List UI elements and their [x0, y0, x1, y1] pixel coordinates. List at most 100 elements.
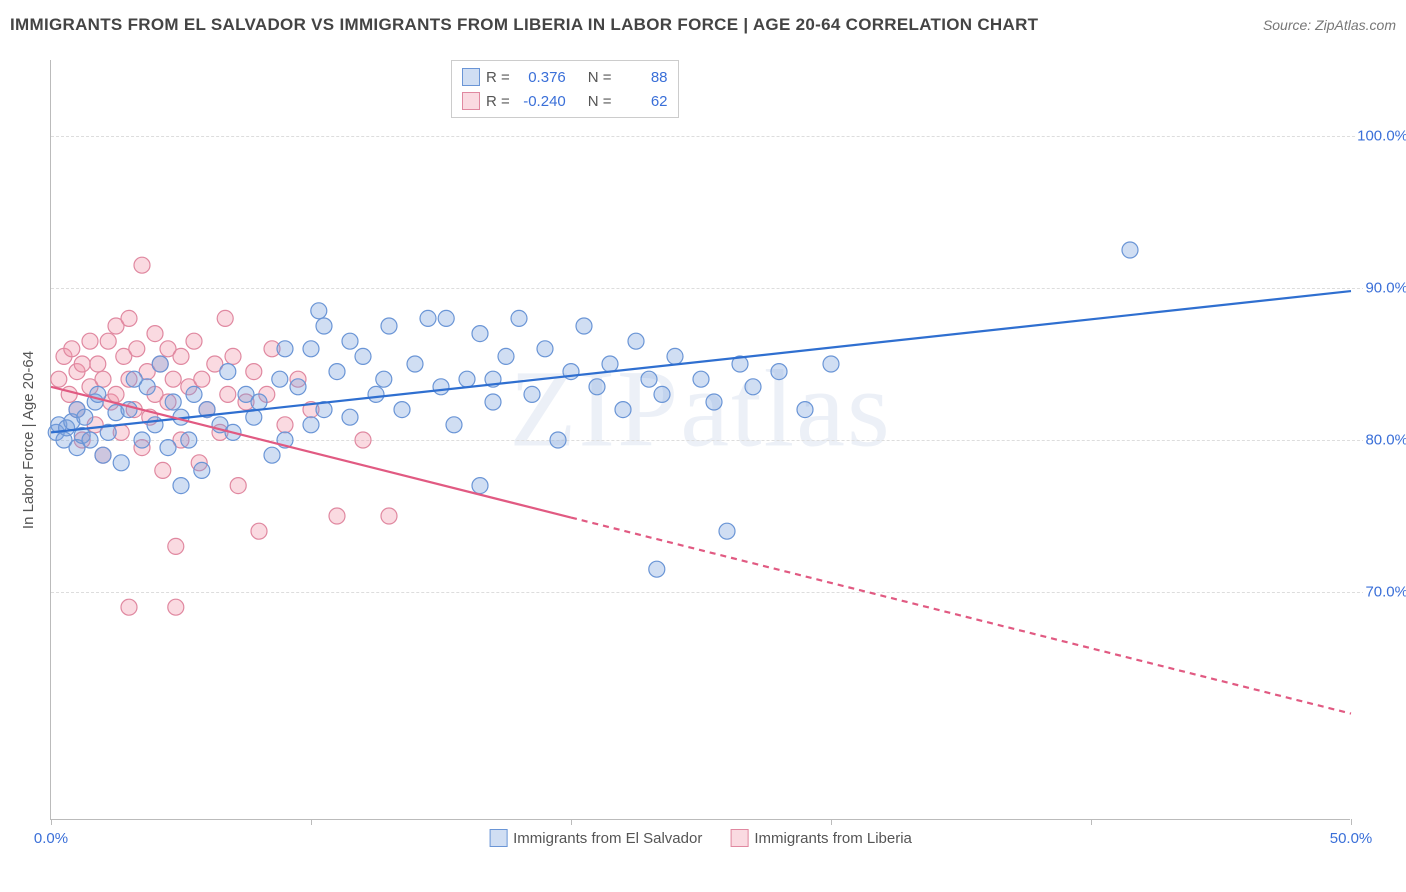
point-liberia: [173, 348, 189, 364]
point-liberia: [155, 462, 171, 478]
point-el-salvador: [165, 394, 181, 410]
point-el-salvador: [303, 417, 319, 433]
point-el-salvador: [649, 561, 665, 577]
point-el-salvador: [277, 341, 293, 357]
stats-row-liberia: R = -0.240 N = 62: [462, 89, 668, 113]
y-tick-label: 70.0%: [1363, 583, 1406, 602]
point-el-salvador: [719, 523, 735, 539]
point-el-salvador: [147, 417, 163, 433]
point-el-salvador: [311, 303, 327, 319]
n-value-el-salvador: 88: [618, 69, 668, 86]
point-liberia: [121, 310, 137, 326]
point-el-salvador: [654, 386, 670, 402]
point-el-salvador: [589, 379, 605, 395]
r-value-liberia: -0.240: [516, 93, 566, 110]
point-liberia: [147, 326, 163, 342]
point-el-salvador: [290, 379, 306, 395]
point-el-salvador: [152, 356, 168, 372]
y-tick-label: 90.0%: [1363, 279, 1406, 298]
point-el-salvador: [77, 409, 93, 425]
point-el-salvador: [173, 478, 189, 494]
point-el-salvador: [511, 310, 527, 326]
point-el-salvador: [706, 394, 722, 410]
point-liberia: [165, 371, 181, 387]
point-el-salvador: [186, 386, 202, 402]
bottom-legend: Immigrants from El Salvador Immigrants f…: [489, 829, 912, 847]
point-el-salvador: [82, 432, 98, 448]
stats-row-el-salvador: R = 0.376 N = 88: [462, 65, 668, 89]
x-tick: [1351, 819, 1352, 825]
r-value-el-salvador: 0.376: [516, 69, 566, 86]
point-liberia: [129, 341, 145, 357]
y-tick-label: 100.0%: [1355, 127, 1406, 146]
point-el-salvador: [329, 364, 345, 380]
point-el-salvador: [576, 318, 592, 334]
point-el-salvador: [420, 310, 436, 326]
point-el-salvador: [537, 341, 553, 357]
stats-legend: R = 0.376 N = 88 R = -0.240 N = 62: [451, 60, 679, 118]
point-el-salvador: [407, 356, 423, 372]
point-el-salvador: [446, 417, 462, 433]
point-el-salvador: [823, 356, 839, 372]
swatch-liberia-icon: [730, 829, 748, 847]
point-liberia: [355, 432, 371, 448]
swatch-liberia: [462, 92, 480, 110]
point-liberia: [134, 257, 150, 273]
point-el-salvador: [376, 371, 392, 387]
point-liberia: [220, 386, 236, 402]
point-liberia: [194, 371, 210, 387]
point-el-salvador: [472, 326, 488, 342]
point-el-salvador: [485, 394, 501, 410]
point-el-salvador: [433, 379, 449, 395]
point-el-salvador: [394, 402, 410, 418]
point-el-salvador: [771, 364, 787, 380]
x-tick-label: 0.0%: [34, 830, 68, 847]
point-liberia: [61, 386, 77, 402]
point-liberia: [64, 341, 80, 357]
point-liberia: [225, 348, 241, 364]
point-liberia: [329, 508, 345, 524]
point-el-salvador: [498, 348, 514, 364]
point-el-salvador: [368, 386, 384, 402]
point-el-salvador: [641, 371, 657, 387]
point-liberia: [95, 371, 111, 387]
point-el-salvador: [628, 333, 644, 349]
scatter-chart: ZIPatlas 70.0%80.0%90.0%100.0% 0.0%50.0%…: [50, 60, 1350, 820]
point-liberia: [51, 371, 67, 387]
point-el-salvador: [113, 455, 129, 471]
y-axis-title: In Labor Force | Age 20-64: [20, 351, 37, 529]
point-el-salvador: [1122, 242, 1138, 258]
point-el-salvador: [355, 348, 371, 364]
point-liberia: [108, 386, 124, 402]
point-liberia: [381, 508, 397, 524]
point-el-salvador: [381, 318, 397, 334]
point-el-salvador: [342, 409, 358, 425]
point-el-salvador: [272, 371, 288, 387]
point-el-salvador: [438, 310, 454, 326]
trend-line-el-salvador: [51, 291, 1351, 432]
trend-line-liberia-dashed: [571, 518, 1351, 714]
legend-item-liberia: Immigrants from Liberia: [730, 829, 912, 847]
point-liberia: [230, 478, 246, 494]
swatch-el-salvador: [462, 68, 480, 86]
chart-title: IMMIGRANTS FROM EL SALVADOR VS IMMIGRANT…: [10, 15, 1038, 35]
point-el-salvador: [160, 440, 176, 456]
point-el-salvador: [667, 348, 683, 364]
point-liberia: [168, 599, 184, 615]
point-el-salvador: [134, 432, 150, 448]
point-el-salvador: [95, 447, 111, 463]
point-el-salvador: [342, 333, 358, 349]
point-el-salvador: [745, 379, 761, 395]
point-el-salvador: [615, 402, 631, 418]
swatch-el-salvador-icon: [489, 829, 507, 847]
legend-item-el-salvador: Immigrants from El Salvador: [489, 829, 702, 847]
point-liberia: [186, 333, 202, 349]
point-liberia: [217, 310, 233, 326]
y-tick-label: 80.0%: [1363, 431, 1406, 450]
point-liberia: [100, 333, 116, 349]
plot-svg: [51, 60, 1351, 820]
point-el-salvador: [264, 447, 280, 463]
point-el-salvador: [693, 371, 709, 387]
point-el-salvador: [550, 432, 566, 448]
point-liberia: [246, 364, 262, 380]
